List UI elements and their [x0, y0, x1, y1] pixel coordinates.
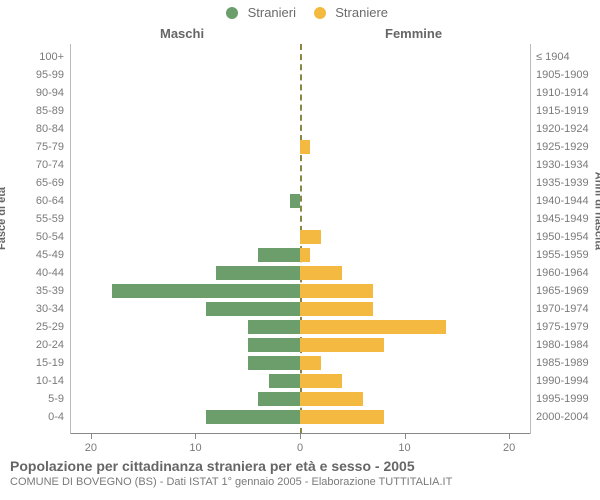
bar-male	[290, 194, 300, 208]
bar-male	[258, 248, 300, 262]
birth-year-label: 1925-1929	[536, 140, 596, 154]
birth-year-label: 1910-1914	[536, 86, 596, 100]
birth-year-label: 1950-1954	[536, 230, 596, 244]
bar-male	[248, 356, 300, 370]
age-label: 5-9	[14, 392, 64, 406]
birth-year-label: 1975-1979	[536, 320, 596, 334]
bar-male	[112, 284, 300, 298]
age-label: 40-44	[14, 266, 64, 280]
bar-female	[300, 284, 373, 298]
bar-female	[300, 410, 384, 424]
birth-year-label: 1930-1934	[536, 158, 596, 172]
age-label: 25-29	[14, 320, 64, 334]
age-label: 100+	[14, 50, 64, 64]
bar-female	[300, 320, 446, 334]
age-label: 15-19	[14, 356, 64, 370]
caption: Popolazione per cittadinanza straniera p…	[10, 458, 452, 488]
bar-female	[300, 302, 373, 316]
bar-male	[269, 374, 300, 388]
birth-year-label: 1920-1924	[536, 122, 596, 136]
bar-male	[206, 302, 300, 316]
y-axis-label-left: Fasce di età	[0, 187, 8, 250]
birth-year-label: ≤ 1904	[536, 50, 596, 64]
bar-male	[216, 266, 300, 280]
side-title-female: Femmine	[385, 26, 442, 41]
population-pyramid-chart: Stranieri Straniere Maschi Femmine Fasce…	[0, 0, 600, 500]
birth-year-label: 1990-1994	[536, 374, 596, 388]
birth-year-label: 1985-1989	[536, 356, 596, 370]
age-label: 0-4	[14, 410, 64, 424]
bar-female	[300, 266, 342, 280]
side-title-male: Maschi	[160, 26, 204, 41]
bar-male	[248, 338, 300, 352]
age-label: 65-69	[14, 176, 64, 190]
bar-male	[248, 320, 300, 334]
legend: Stranieri Straniere	[0, 4, 600, 20]
birth-year-label: 2000-2004	[536, 410, 596, 424]
age-label: 90-94	[14, 86, 64, 100]
legend-label-male: Stranieri	[248, 5, 296, 20]
birth-year-label: 1980-1984	[536, 338, 596, 352]
birth-year-label: 1960-1964	[536, 266, 596, 280]
age-label: 70-74	[14, 158, 64, 172]
age-label: 60-64	[14, 194, 64, 208]
age-label: 35-39	[14, 284, 64, 298]
birth-year-label: 1915-1919	[536, 104, 596, 118]
bar-female	[300, 248, 310, 262]
bar-male	[206, 410, 300, 424]
bar-female	[300, 338, 384, 352]
x-tick-label: 20	[85, 442, 97, 454]
x-tick-label: 10	[398, 442, 410, 454]
age-label: 50-54	[14, 230, 64, 244]
birth-year-label: 1945-1949	[536, 212, 596, 226]
age-label: 80-84	[14, 122, 64, 136]
bar-female	[300, 374, 342, 388]
bar-female	[300, 230, 321, 244]
legend-swatch-male	[226, 7, 238, 19]
birth-year-label: 1940-1944	[536, 194, 596, 208]
x-tick-label: 20	[503, 442, 515, 454]
caption-subtitle: COMUNE DI BOVEGNO (BS) - Dati ISTAT 1° g…	[10, 476, 452, 488]
age-label: 20-24	[14, 338, 64, 352]
bar-female	[300, 392, 363, 406]
age-label: 10-14	[14, 374, 64, 388]
legend-label-female: Straniere	[335, 5, 388, 20]
plot-area: 010102020100+≤ 190495-991905-190990-9419…	[70, 44, 530, 434]
caption-title: Popolazione per cittadinanza straniera p…	[10, 458, 452, 474]
birth-year-label: 1995-1999	[536, 392, 596, 406]
age-label: 55-59	[14, 212, 64, 226]
x-tick-label: 10	[189, 442, 201, 454]
bar-female	[300, 140, 310, 154]
birth-year-label: 1955-1959	[536, 248, 596, 262]
legend-swatch-female	[314, 7, 326, 19]
birth-year-label: 1970-1974	[536, 302, 596, 316]
age-label: 45-49	[14, 248, 64, 262]
age-label: 95-99	[14, 68, 64, 82]
x-tick-label: 0	[297, 442, 303, 454]
birth-year-label: 1905-1909	[536, 68, 596, 82]
bar-male	[258, 392, 300, 406]
age-label: 85-89	[14, 104, 64, 118]
bar-female	[300, 356, 321, 370]
birth-year-label: 1965-1969	[536, 284, 596, 298]
birth-year-label: 1935-1939	[536, 176, 596, 190]
age-label: 30-34	[14, 302, 64, 316]
age-label: 75-79	[14, 140, 64, 154]
